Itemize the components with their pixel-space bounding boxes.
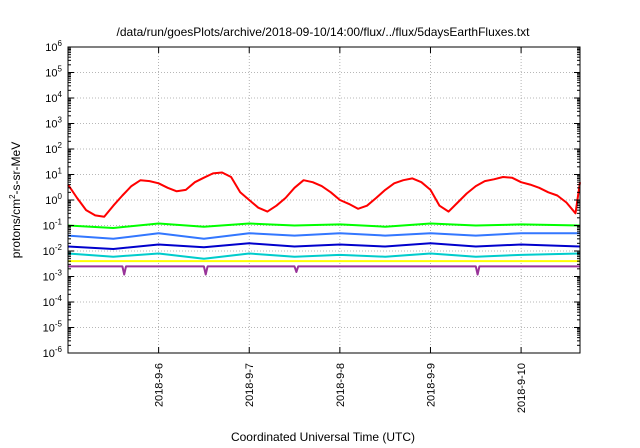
y-tick-base: 10	[45, 170, 57, 182]
y-tick-exp: -4	[55, 294, 63, 303]
x-axis-label: Coordinated Universal Time (UTC)	[231, 430, 415, 444]
series-line-2	[67, 252, 581, 260]
y-tick-exp: -6	[55, 345, 63, 354]
y-tick-base: 10	[45, 68, 57, 80]
y-tick-base: 10	[43, 221, 55, 233]
y-tick-label: 10-5	[43, 320, 63, 335]
y-tick-base: 10	[45, 144, 57, 156]
y-tick-label: 106	[45, 39, 62, 54]
y-tick-base: 10	[43, 348, 55, 360]
y-tick-base: 10	[45, 93, 57, 105]
y-tick-exp: 3	[58, 116, 63, 125]
x-tick-label: 2018-9-7	[244, 363, 256, 407]
x-tick-label: 2018-9-10	[516, 363, 528, 413]
y-tick-exp: -3	[55, 269, 63, 278]
y-tick-label: 103	[45, 116, 62, 131]
x-axis-ticks: 2018-9-6 2018-9-7 2018-9-8 2018-9-9 2018-9-1…	[154, 47, 528, 413]
series-line-5	[67, 222, 581, 229]
y-tick-exp: 2	[58, 141, 63, 150]
y-tick-exp: 6	[58, 39, 63, 48]
y-tick-label: 104	[45, 90, 62, 105]
grid	[68, 47, 580, 353]
y-tick-label: 10-3	[43, 269, 63, 284]
y-axis-label-post: -s-sr-MeV	[9, 142, 23, 195]
y-tick-base: 10	[43, 297, 55, 309]
x-tick-label: 2018-9-9	[425, 363, 437, 407]
y-tick-label: 102	[45, 141, 62, 156]
y-tick-base: 10	[43, 272, 55, 284]
y-tick-exp: 1	[58, 167, 63, 176]
y-axis-label-sup: 2	[8, 194, 17, 199]
x-tick-label: 2018-9-8	[335, 363, 347, 407]
chart-title: /data/run/goesPlots/archive/2018-09-10/1…	[117, 25, 531, 39]
y-tick-label: 10-1	[43, 218, 63, 233]
series-line-1	[68, 265, 580, 276]
y-tick-base: 10	[43, 323, 55, 335]
series-line-6	[67, 171, 581, 218]
y-tick-base: 10	[45, 42, 57, 54]
series-line-3	[67, 242, 581, 250]
y-tick-base: 10	[45, 195, 57, 207]
y-axis-label-pre: protons/cm	[9, 199, 23, 258]
x-tick-label: 2018-9-6	[154, 363, 166, 407]
y-axis-ticks: 10610510410310210110010-110-210-310-410-…	[43, 39, 580, 360]
y-tick-exp: 0	[58, 192, 63, 201]
y-tick-exp: -5	[55, 320, 63, 329]
y-tick-label: 10-6	[43, 345, 63, 360]
series-lines	[67, 171, 581, 276]
y-tick-label: 10-2	[43, 243, 63, 258]
y-tick-base: 10	[43, 246, 55, 258]
y-tick-exp: -2	[55, 243, 63, 252]
y-tick-base: 10	[45, 119, 57, 131]
y-tick-label: 105	[45, 65, 62, 80]
y-tick-label: 10-4	[43, 294, 63, 309]
series-line-4	[67, 232, 580, 240]
y-tick-label: 100	[45, 192, 62, 207]
y-tick-exp: 4	[58, 90, 63, 99]
y-tick-label: 101	[45, 167, 62, 182]
y-tick-exp: -1	[55, 218, 63, 227]
y-axis-label: protons/cm2-s-sr-MeV	[8, 142, 23, 258]
y-tick-exp: 5	[58, 65, 63, 74]
